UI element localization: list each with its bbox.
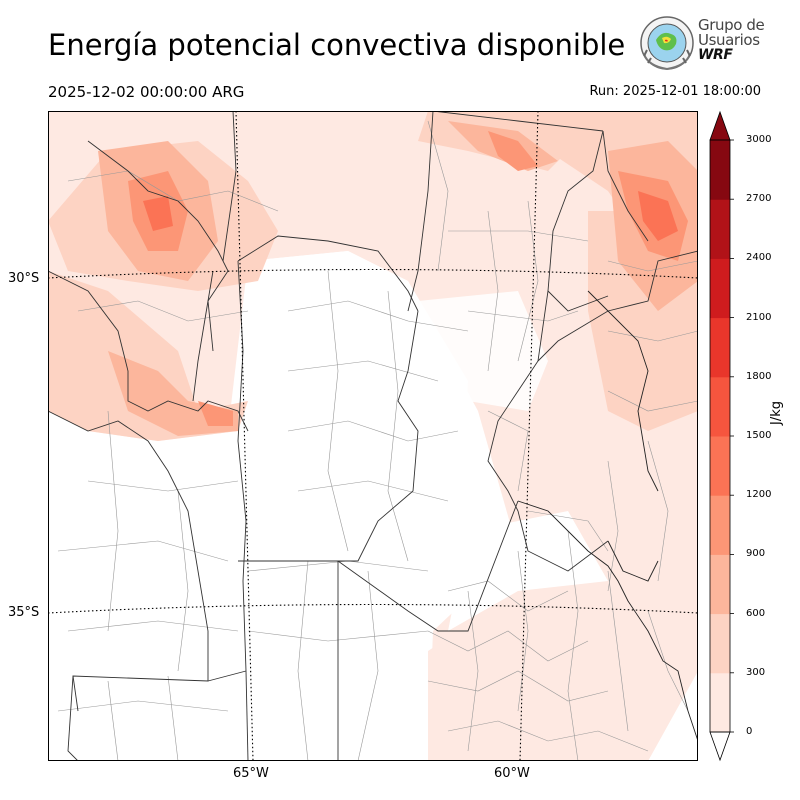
meridian-65w <box>235 111 254 761</box>
map-svg <box>48 111 698 761</box>
colorbar-tick-label: 600 <box>746 607 766 619</box>
colorbar-segment <box>710 258 730 319</box>
colorbar-segment <box>710 376 730 437</box>
colorbar-tick-label: 2400 <box>746 252 772 264</box>
lon-label-65w: 65°W <box>233 766 269 781</box>
parallel-35s <box>48 603 698 614</box>
graticule <box>48 111 698 761</box>
colorbar-unit: J/kg <box>769 401 784 425</box>
cape-map <box>48 111 698 761</box>
colorbar-extend-min <box>709 731 731 762</box>
grupo-usuarios-wrf-logo: Grupo de Usuarios WRF <box>638 14 768 74</box>
lat-label-30s: 30°S <box>8 271 40 286</box>
colorbar-svg <box>709 110 734 762</box>
colorbar-segment <box>710 672 730 733</box>
colorbar-tick-label: 2700 <box>746 193 772 205</box>
colorbar-segment <box>710 436 730 496</box>
logo-line3: WRF <box>698 47 733 63</box>
colorbar-segment <box>710 613 730 674</box>
chart-title: Energía potencial convectiva disponible <box>48 28 626 62</box>
valid-time: 2025-12-02 00:00:00 ARG <box>48 83 245 101</box>
colorbar-tick-label: 900 <box>746 548 766 560</box>
logo-line2: Usuarios <box>698 31 760 49</box>
colorbar-tick-label: 1800 <box>746 370 772 382</box>
lat-label-35s: 35°S <box>8 605 40 620</box>
colorbar-segment <box>710 199 730 259</box>
logo-line1: Grupo de <box>698 16 765 34</box>
colorbar-tick-label: 3000 <box>746 134 772 145</box>
map-frame <box>48 111 698 761</box>
meridian-60w <box>519 111 539 761</box>
colorbar-tick-label: 1200 <box>746 489 772 501</box>
parallel-30s <box>48 268 698 279</box>
colorbar <box>708 110 738 762</box>
colorbar-tick-label: 300 <box>746 666 766 678</box>
colorbar-segment <box>710 317 730 378</box>
lon-label-60w: 60°W <box>494 766 530 781</box>
colorbar-segment <box>710 140 730 200</box>
colorbar-segment <box>710 495 730 555</box>
colorbar-tick-label: 1500 <box>746 430 772 441</box>
coastline <box>517 290 698 742</box>
colorbar-tick-label: 2100 <box>746 311 772 323</box>
colorbar-tick-label: 0 <box>746 726 753 737</box>
province-boundaries <box>48 111 698 761</box>
cape-shading <box>48 111 698 761</box>
run-time: Run: 2025-12-01 18:00:00 <box>589 84 761 99</box>
globe-seal-icon <box>640 16 694 71</box>
colorbar-segment <box>710 554 730 615</box>
colorbar-extend-max <box>709 110 731 141</box>
